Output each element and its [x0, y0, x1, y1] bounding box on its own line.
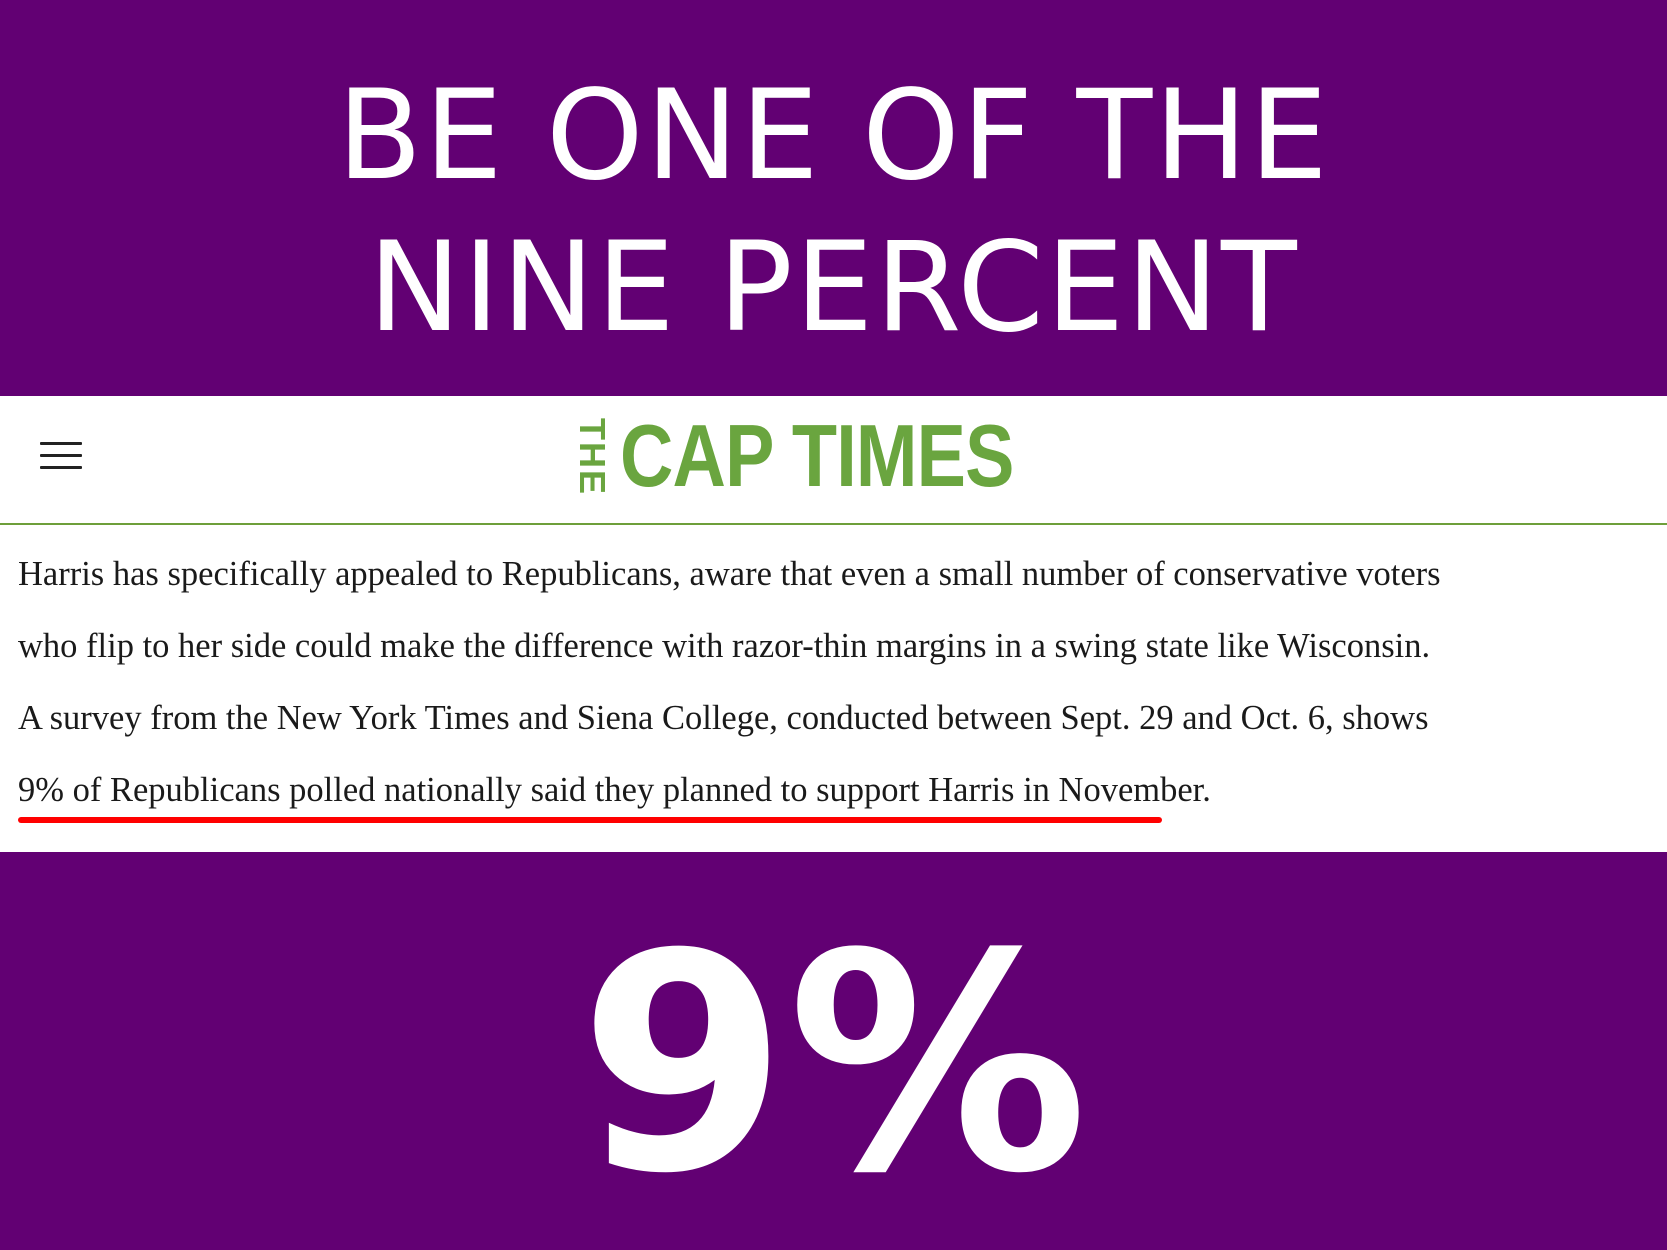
- big-percent-stat: 9%: [578, 890, 1089, 1239]
- logo-the-text-wrap: THE: [572, 416, 613, 496]
- logo-name-text: CAP TIMES: [620, 406, 1014, 505]
- headline-line-2: NINE PERCENT: [368, 216, 1299, 360]
- highlight-underline: [18, 817, 1162, 823]
- article-excerpt: Harris has specifically appealed to Repu…: [18, 538, 1658, 826]
- article-line: A survey from the New York Times and Sie…: [18, 699, 1429, 737]
- hamburger-menu-icon[interactable]: [40, 442, 82, 470]
- article-line: 9% of Republicans polled nationally said…: [18, 771, 1211, 809]
- site-header: THE CAP TIMES: [0, 396, 1667, 525]
- logo-the-text: THE: [572, 418, 613, 496]
- article-line: who flip to her side could make the diff…: [18, 627, 1431, 665]
- headline-line-1: BE ONE OF THE: [337, 64, 1330, 208]
- article-line: Harris has specifically appealed to Repu…: [18, 555, 1441, 593]
- article-screenshot-card: THE CAP TIMES Harris has specifically ap…: [0, 396, 1667, 852]
- headline: BE ONE OF THE NINE PERCENT: [0, 60, 1667, 364]
